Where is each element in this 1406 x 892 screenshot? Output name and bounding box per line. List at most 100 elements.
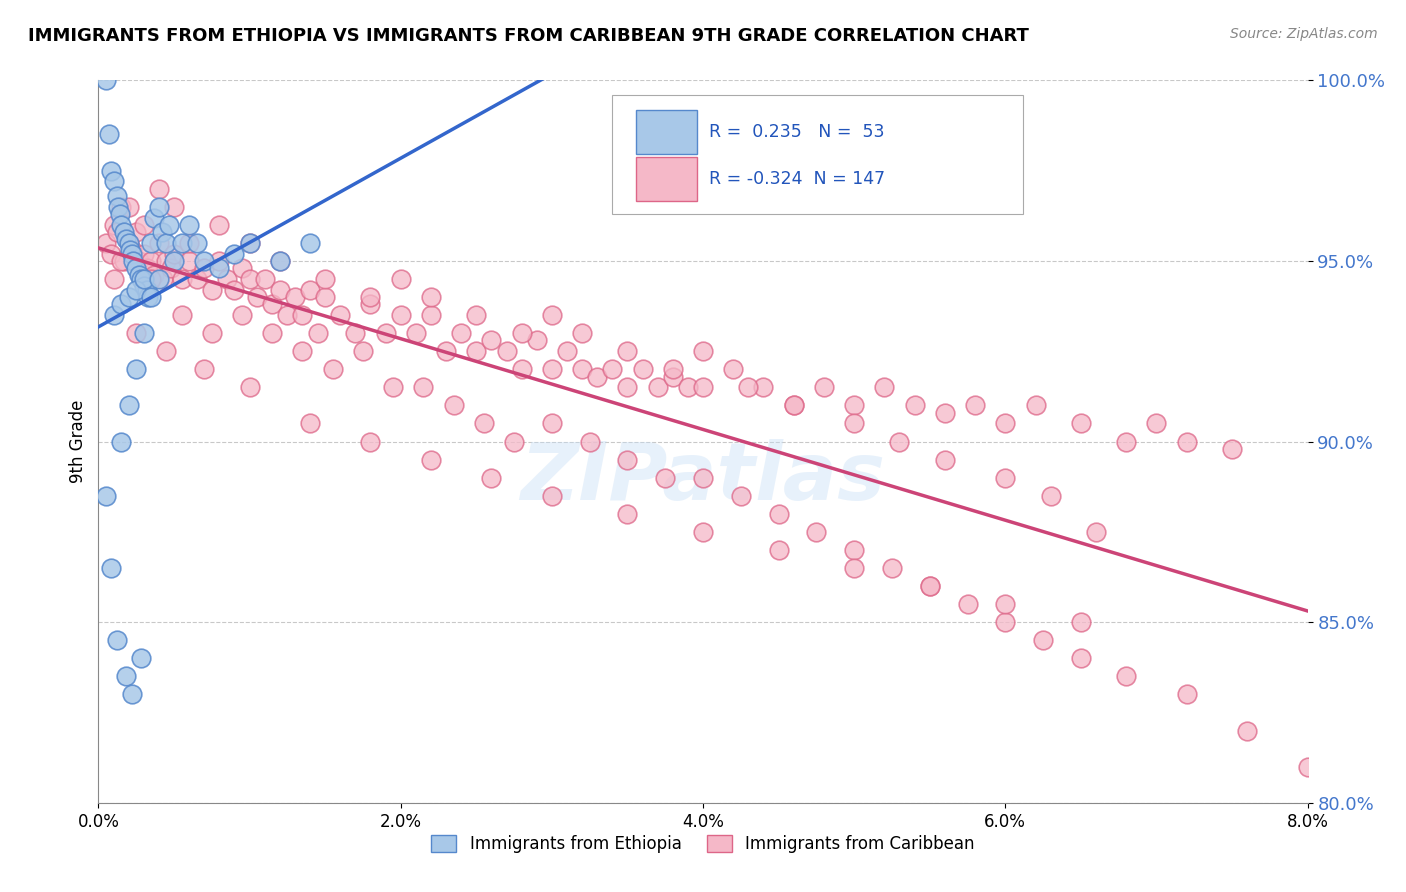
Point xyxy=(314,290,336,304)
Point xyxy=(571,326,593,341)
Point xyxy=(616,507,638,521)
Point xyxy=(163,246,186,260)
Point xyxy=(269,254,291,268)
Point xyxy=(813,380,835,394)
Point xyxy=(105,189,128,203)
Text: Source: ZipAtlas.com: Source: ZipAtlas.com xyxy=(1230,27,1378,41)
Point xyxy=(344,326,367,341)
Point xyxy=(129,272,152,286)
Point xyxy=(193,254,215,268)
Point xyxy=(956,597,979,611)
Point xyxy=(934,406,956,420)
Point xyxy=(291,308,314,322)
Point xyxy=(389,308,412,322)
Point xyxy=(994,471,1017,485)
Point xyxy=(420,308,443,322)
Point xyxy=(163,254,186,268)
Point xyxy=(768,507,790,521)
Point xyxy=(121,687,143,701)
Point xyxy=(374,326,396,341)
Bar xyxy=(637,157,697,201)
Point xyxy=(128,268,150,283)
Point xyxy=(299,235,322,250)
Point xyxy=(616,452,638,467)
Point xyxy=(1236,723,1258,738)
Point xyxy=(616,344,638,359)
Point xyxy=(208,261,231,276)
Point xyxy=(118,235,141,250)
Point xyxy=(253,272,276,286)
Point xyxy=(1024,399,1046,413)
Point xyxy=(526,334,548,348)
Point xyxy=(155,235,177,250)
Bar xyxy=(637,111,697,153)
Point xyxy=(465,344,488,359)
Point xyxy=(284,290,307,304)
Point xyxy=(481,471,503,485)
Point xyxy=(148,200,170,214)
Point xyxy=(148,272,170,286)
Point xyxy=(844,417,866,431)
Point xyxy=(1115,434,1137,449)
FancyBboxPatch shape xyxy=(613,95,1024,214)
Point xyxy=(602,362,624,376)
Point xyxy=(322,362,344,376)
Point xyxy=(299,283,322,297)
Point xyxy=(405,326,427,341)
Point xyxy=(752,380,775,394)
Point xyxy=(163,200,186,214)
Point xyxy=(141,254,163,268)
Point xyxy=(631,362,654,376)
Point xyxy=(103,272,125,286)
Point xyxy=(132,279,155,293)
Point xyxy=(141,235,163,250)
Point xyxy=(208,254,231,268)
Point xyxy=(661,362,683,376)
Point xyxy=(1146,417,1168,431)
Point xyxy=(555,344,578,359)
Point xyxy=(540,308,562,322)
Point xyxy=(100,561,122,575)
Point xyxy=(110,218,132,232)
Point xyxy=(692,344,714,359)
Point xyxy=(692,524,714,539)
Point xyxy=(1070,651,1092,665)
Point xyxy=(314,272,336,286)
Point xyxy=(412,380,434,394)
Point xyxy=(806,524,828,539)
Point xyxy=(208,218,231,232)
Point xyxy=(262,326,284,341)
Point xyxy=(170,235,193,250)
Point xyxy=(382,380,405,394)
Point xyxy=(155,254,177,268)
Point xyxy=(676,380,699,394)
Point xyxy=(114,669,136,683)
Point xyxy=(150,225,173,239)
Point xyxy=(152,272,174,286)
Point xyxy=(215,272,238,286)
Point xyxy=(125,326,148,341)
Point xyxy=(155,344,177,359)
Point xyxy=(100,163,122,178)
Point xyxy=(1070,615,1092,630)
Point xyxy=(307,326,329,341)
Point xyxy=(510,362,533,376)
Point xyxy=(132,246,155,260)
Point xyxy=(904,399,927,413)
Point xyxy=(231,261,253,276)
Point xyxy=(125,261,148,276)
Point xyxy=(873,380,896,394)
Point xyxy=(98,128,121,142)
Point xyxy=(94,235,117,250)
Point xyxy=(434,344,457,359)
Point xyxy=(125,283,148,297)
Point xyxy=(159,218,181,232)
Point xyxy=(1032,633,1054,648)
Point xyxy=(443,399,465,413)
Point xyxy=(118,399,141,413)
Point xyxy=(540,417,562,431)
Point xyxy=(1085,524,1108,539)
Point xyxy=(129,651,152,665)
Point xyxy=(450,326,472,341)
Point xyxy=(269,254,291,268)
